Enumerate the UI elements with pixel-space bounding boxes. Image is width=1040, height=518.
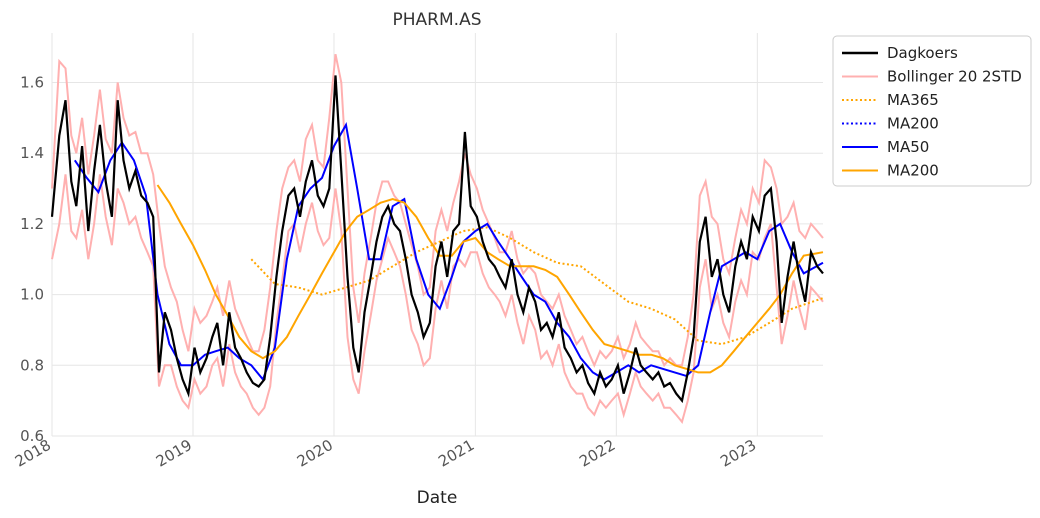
x-tick-label: 2020 xyxy=(294,436,336,471)
x-axis-label: Date xyxy=(417,488,458,508)
legend-label: Bollinger 20 2STD xyxy=(887,68,1022,86)
y-tick-label: 1.2 xyxy=(20,215,44,233)
x-tick-label: 2019 xyxy=(153,436,195,471)
y-tick-label: 1.6 xyxy=(20,73,44,91)
y-tick-label: 0.8 xyxy=(20,356,44,374)
legend-label: MA200 xyxy=(887,162,939,180)
series-layer xyxy=(50,53,824,425)
y-tick-label: 1.0 xyxy=(20,286,44,304)
chart-title: PHARM.AS xyxy=(393,10,482,30)
x-tick-label: 2022 xyxy=(576,436,618,471)
series-bollinger-upper xyxy=(51,53,824,368)
y-axis-ticks: 0.6 0.8 1.0 1.2 1.4 1.6 xyxy=(20,73,44,445)
series-ma50-line xyxy=(73,121,824,382)
legend-frame xyxy=(832,35,1032,187)
legend-label: MA365 xyxy=(887,91,939,109)
series-dagkoers-line xyxy=(50,75,824,404)
legend-label: MA50 xyxy=(887,138,929,156)
x-axis-ticks: 2018 2019 2020 2021 2022 2023 xyxy=(12,436,759,471)
series-ma200-line xyxy=(156,184,824,374)
legend-label: MA200 xyxy=(887,115,939,133)
x-tick-label: 2023 xyxy=(717,436,759,471)
series-bollinger-lower xyxy=(51,174,824,425)
y-tick-label: 0.6 xyxy=(20,427,44,445)
x-tick-label: 2021 xyxy=(435,436,477,471)
series-ma365-line xyxy=(250,226,824,346)
legend-label: Dagkoers xyxy=(887,44,958,62)
y-tick-label: 1.4 xyxy=(20,144,44,162)
legend: Dagkoers Bollinger 20 2STD MA365 MA200 MA50 M… xyxy=(832,35,1032,187)
legend-items: Dagkoers Bollinger 20 2STD MA365 MA200 MA50 M… xyxy=(842,44,1022,180)
